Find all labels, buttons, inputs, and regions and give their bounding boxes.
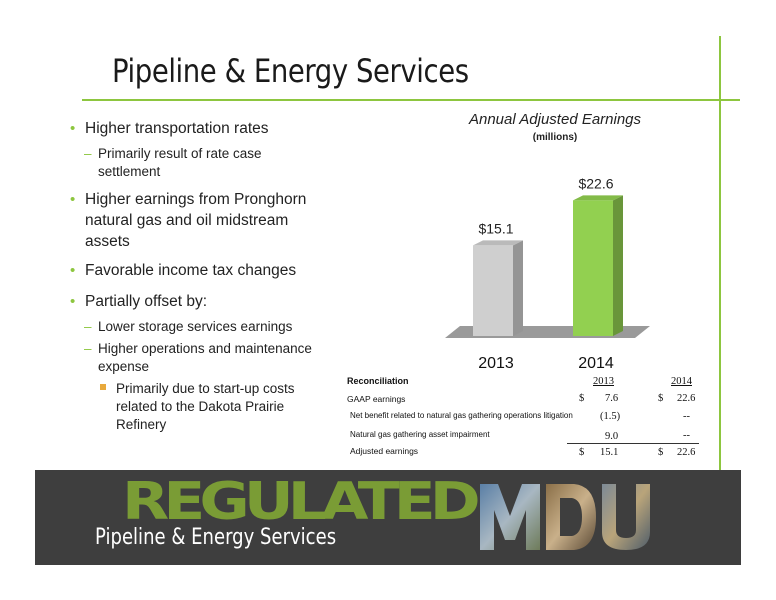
bar-side <box>513 240 523 336</box>
row-label: Natural gas gathering asset impairment <box>350 430 490 439</box>
value-2013: 15.1 <box>600 447 619 458</box>
row-label: Net benefit related to natural gas gathe… <box>350 411 573 420</box>
col-header-2013: 2013 <box>593 376 614 387</box>
bar-side <box>613 195 623 336</box>
accent-vertical-line <box>719 36 721 470</box>
regulated-banner-text: REGULATED <box>122 472 481 532</box>
total-rule <box>567 443 699 444</box>
sub-bullet-item: – Lower storage services earnings <box>70 318 335 336</box>
bullet-dot-icon: • <box>70 262 76 279</box>
bar-top <box>573 195 623 201</box>
bullet-text: Favorable income tax changes <box>85 262 297 279</box>
chart-plot: $15.1 2013 $22.6 2014 <box>445 175 650 372</box>
category-label: 2014 <box>578 355 614 372</box>
category-label: 2013 <box>478 355 514 372</box>
mdu-logo-icon <box>480 484 650 550</box>
bullet-dot-icon: • <box>70 191 76 208</box>
row-label: GAAP earnings <box>347 394 406 404</box>
dash-icon: – <box>84 341 92 356</box>
currency-symbol: $ <box>658 393 664 404</box>
value-2013: 9.0 <box>605 431 619 442</box>
square-bullet-icon <box>100 384 106 390</box>
col-header-2014: 2014 <box>671 376 692 387</box>
reconciliation-table: Reconciliation 2013 2014 GAAP earnings $… <box>347 376 705 466</box>
bullet-text: Partially offset by: <box>85 293 208 310</box>
bullet-list: • Higher transportation rates – Primaril… <box>70 118 335 438</box>
sub-bullet-text: Higher operations and maintenance <box>98 341 312 356</box>
bar-value-label: $22.6 <box>578 175 613 191</box>
accent-horizontal-line <box>82 99 740 101</box>
bullet-item: • Higher earnings from Pronghorn natural… <box>70 189 335 252</box>
bullet-item: • Partially offset by: <box>70 291 335 312</box>
bullet-item: • Higher transportation rates <box>70 118 335 139</box>
footer-segment-title: Pipeline & Energy Services <box>95 525 337 550</box>
reconciliation-heading: Reconciliation <box>347 376 409 386</box>
earnings-chart: Annual Adjusted Earnings (millions) $15.… <box>440 108 680 378</box>
sub-sub-bullet-text: related to the Dakota Prairie <box>116 399 285 414</box>
sub-bullet-item: – Primarily result of rate case settleme… <box>70 145 335 181</box>
sub-sub-bullet-text: Primarily due to start-up costs <box>116 381 295 396</box>
bullet-item: • Favorable income tax changes <box>70 260 335 281</box>
bullet-text: Higher earnings from Pronghorn <box>85 191 307 208</box>
chart-title: Annual Adjusted Earnings <box>468 111 642 128</box>
bar-top <box>473 240 523 246</box>
sub-bullet-text: Lower storage services earnings <box>98 319 293 334</box>
row-label: Adjusted earnings <box>350 446 419 456</box>
value-2013: 7.6 <box>605 393 619 404</box>
value-2014: -- <box>683 411 690 422</box>
sub-sub-bullet-item: Primarily due to start-up costs related … <box>70 380 335 434</box>
bar <box>473 245 513 336</box>
bullet-text: natural gas and oil midstream <box>85 212 289 229</box>
sub-sub-bullet-text: Refinery <box>116 417 167 432</box>
sub-bullet-text: settlement <box>98 164 161 179</box>
currency-symbol: $ <box>579 447 585 458</box>
dash-icon: – <box>84 146 92 161</box>
slide-title: Pipeline & Energy Services <box>112 52 469 90</box>
bar-value-label: $15.1 <box>478 220 513 236</box>
value-2014: 22.6 <box>677 447 696 458</box>
currency-symbol: $ <box>579 393 585 404</box>
bar <box>573 200 613 336</box>
dash-icon: – <box>84 319 92 334</box>
chart-subtitle: (millions) <box>532 132 578 143</box>
currency-symbol: $ <box>658 447 664 458</box>
bullet-text: Higher transportation rates <box>85 120 269 137</box>
value-2014: -- <box>683 430 690 441</box>
sub-bullet-item: – Higher operations and maintenance expe… <box>70 340 335 376</box>
bullet-dot-icon: • <box>70 120 76 137</box>
value-2014: 22.6 <box>677 393 696 404</box>
sub-bullet-text: Primarily result of rate case <box>98 146 262 161</box>
sub-bullet-text: expense <box>98 359 150 374</box>
bullet-dot-icon: • <box>70 293 76 310</box>
bullet-text: assets <box>85 233 130 250</box>
value-2013: (1.5) <box>600 411 621 422</box>
